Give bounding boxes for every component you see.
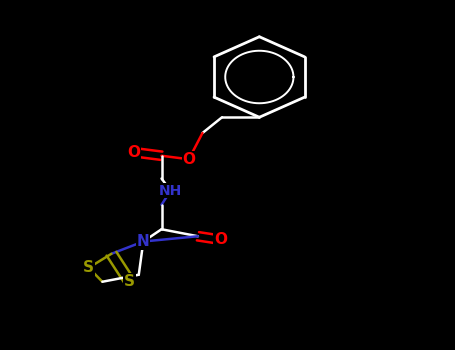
Text: O: O [214,232,227,247]
Text: NH: NH [159,184,182,198]
Text: N: N [137,234,150,249]
Text: O: O [182,152,195,167]
Text: S: S [83,260,94,275]
Text: O: O [128,145,141,160]
Text: S: S [124,274,135,289]
